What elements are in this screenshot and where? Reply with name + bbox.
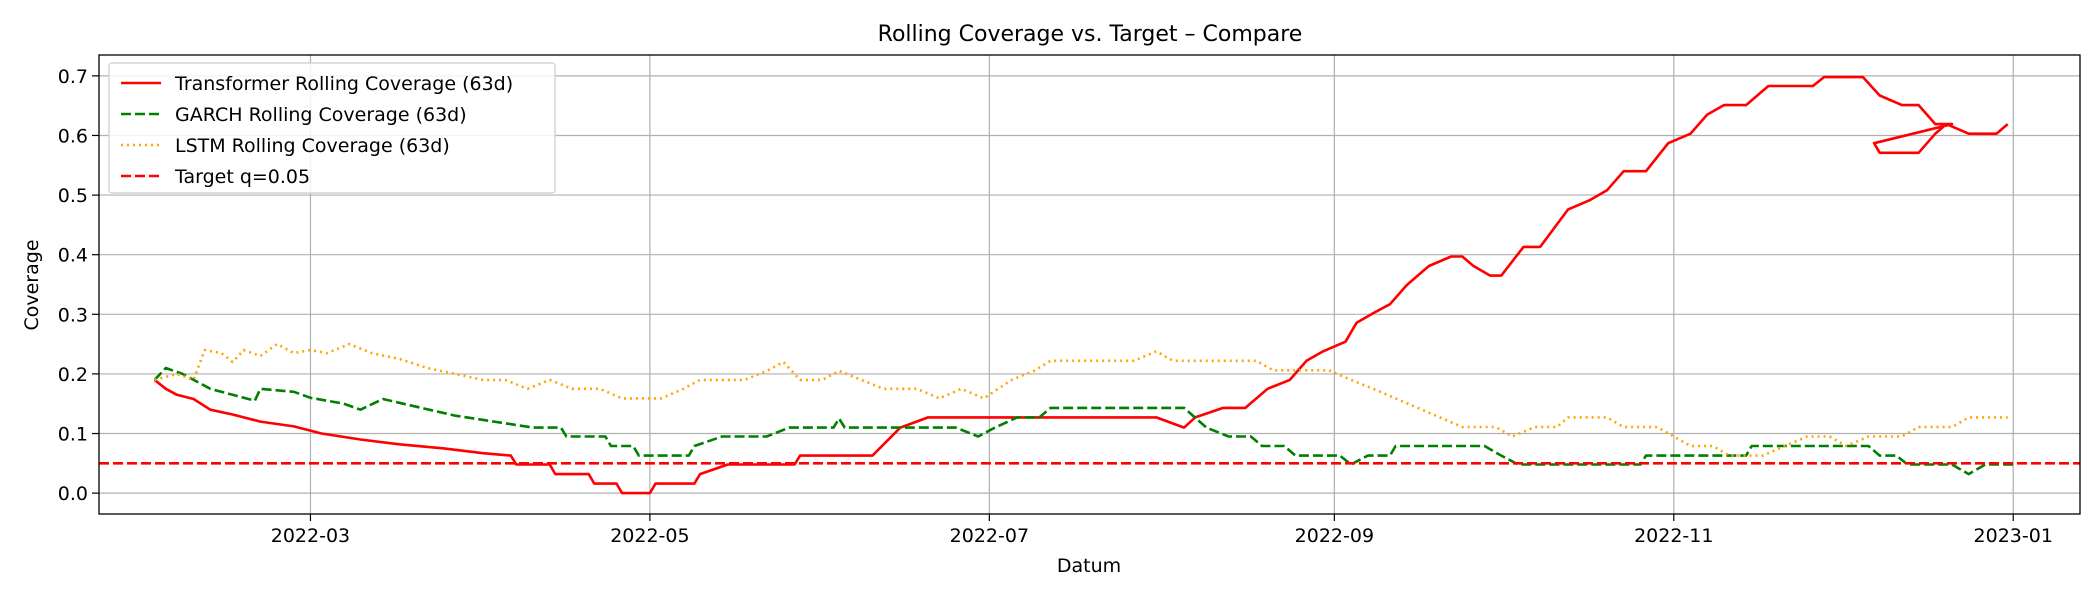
legend-label: LSTM Rolling Coverage (63d) (175, 135, 450, 157)
y-tick-label: 0.6 (58, 125, 88, 147)
x-tick-label: 2022-09 (1295, 525, 1374, 547)
y-tick-label: 0.2 (58, 364, 88, 386)
grid (99, 55, 2080, 514)
legend-label: GARCH Rolling Coverage (63d) (175, 104, 467, 126)
y-tick-label: 0.4 (58, 245, 88, 267)
axes-frame (98, 54, 2081, 515)
y-axis-label: Coverage (21, 239, 43, 330)
x-axis-label: Datum (1057, 555, 1121, 577)
y-tick-label: 0.0 (58, 483, 88, 505)
x-tick-label: 2023-01 (1974, 525, 2053, 547)
series-line-1 (153, 75, 2009, 495)
x-tick-label: 2022-11 (1634, 525, 1713, 547)
y-tick-label: 0.7 (58, 66, 88, 88)
x-tick-label: 2022-05 (610, 525, 689, 547)
y-tick-label: 0.3 (58, 304, 88, 326)
x-tick-label: 2022-03 (271, 525, 350, 547)
series-line-2 (153, 366, 2014, 476)
chart-title: Rolling Coverage vs. Target – Compare (878, 22, 1303, 47)
y-tick-label: 0.1 (58, 424, 88, 446)
x-tick-label: 2022-07 (950, 525, 1029, 547)
legend-box (108, 62, 556, 194)
y-tick-label: 0.5 (58, 185, 88, 207)
y-axis: 0.0 0.1 0.2 0.3 0.4 0.5 0.6 0.7 (58, 66, 99, 505)
legend-label: Transformer Rolling Coverage (63d) (174, 73, 513, 95)
legend-label: Target q=0.05 (174, 166, 310, 188)
legend: Transformer Rolling Coverage (63d) GARCH … (108, 62, 556, 194)
x-axis: 2022-03 2022-05 2022-07 2022-09 2022-11 2023-… (271, 514, 2053, 547)
plot-area (99, 75, 2080, 495)
